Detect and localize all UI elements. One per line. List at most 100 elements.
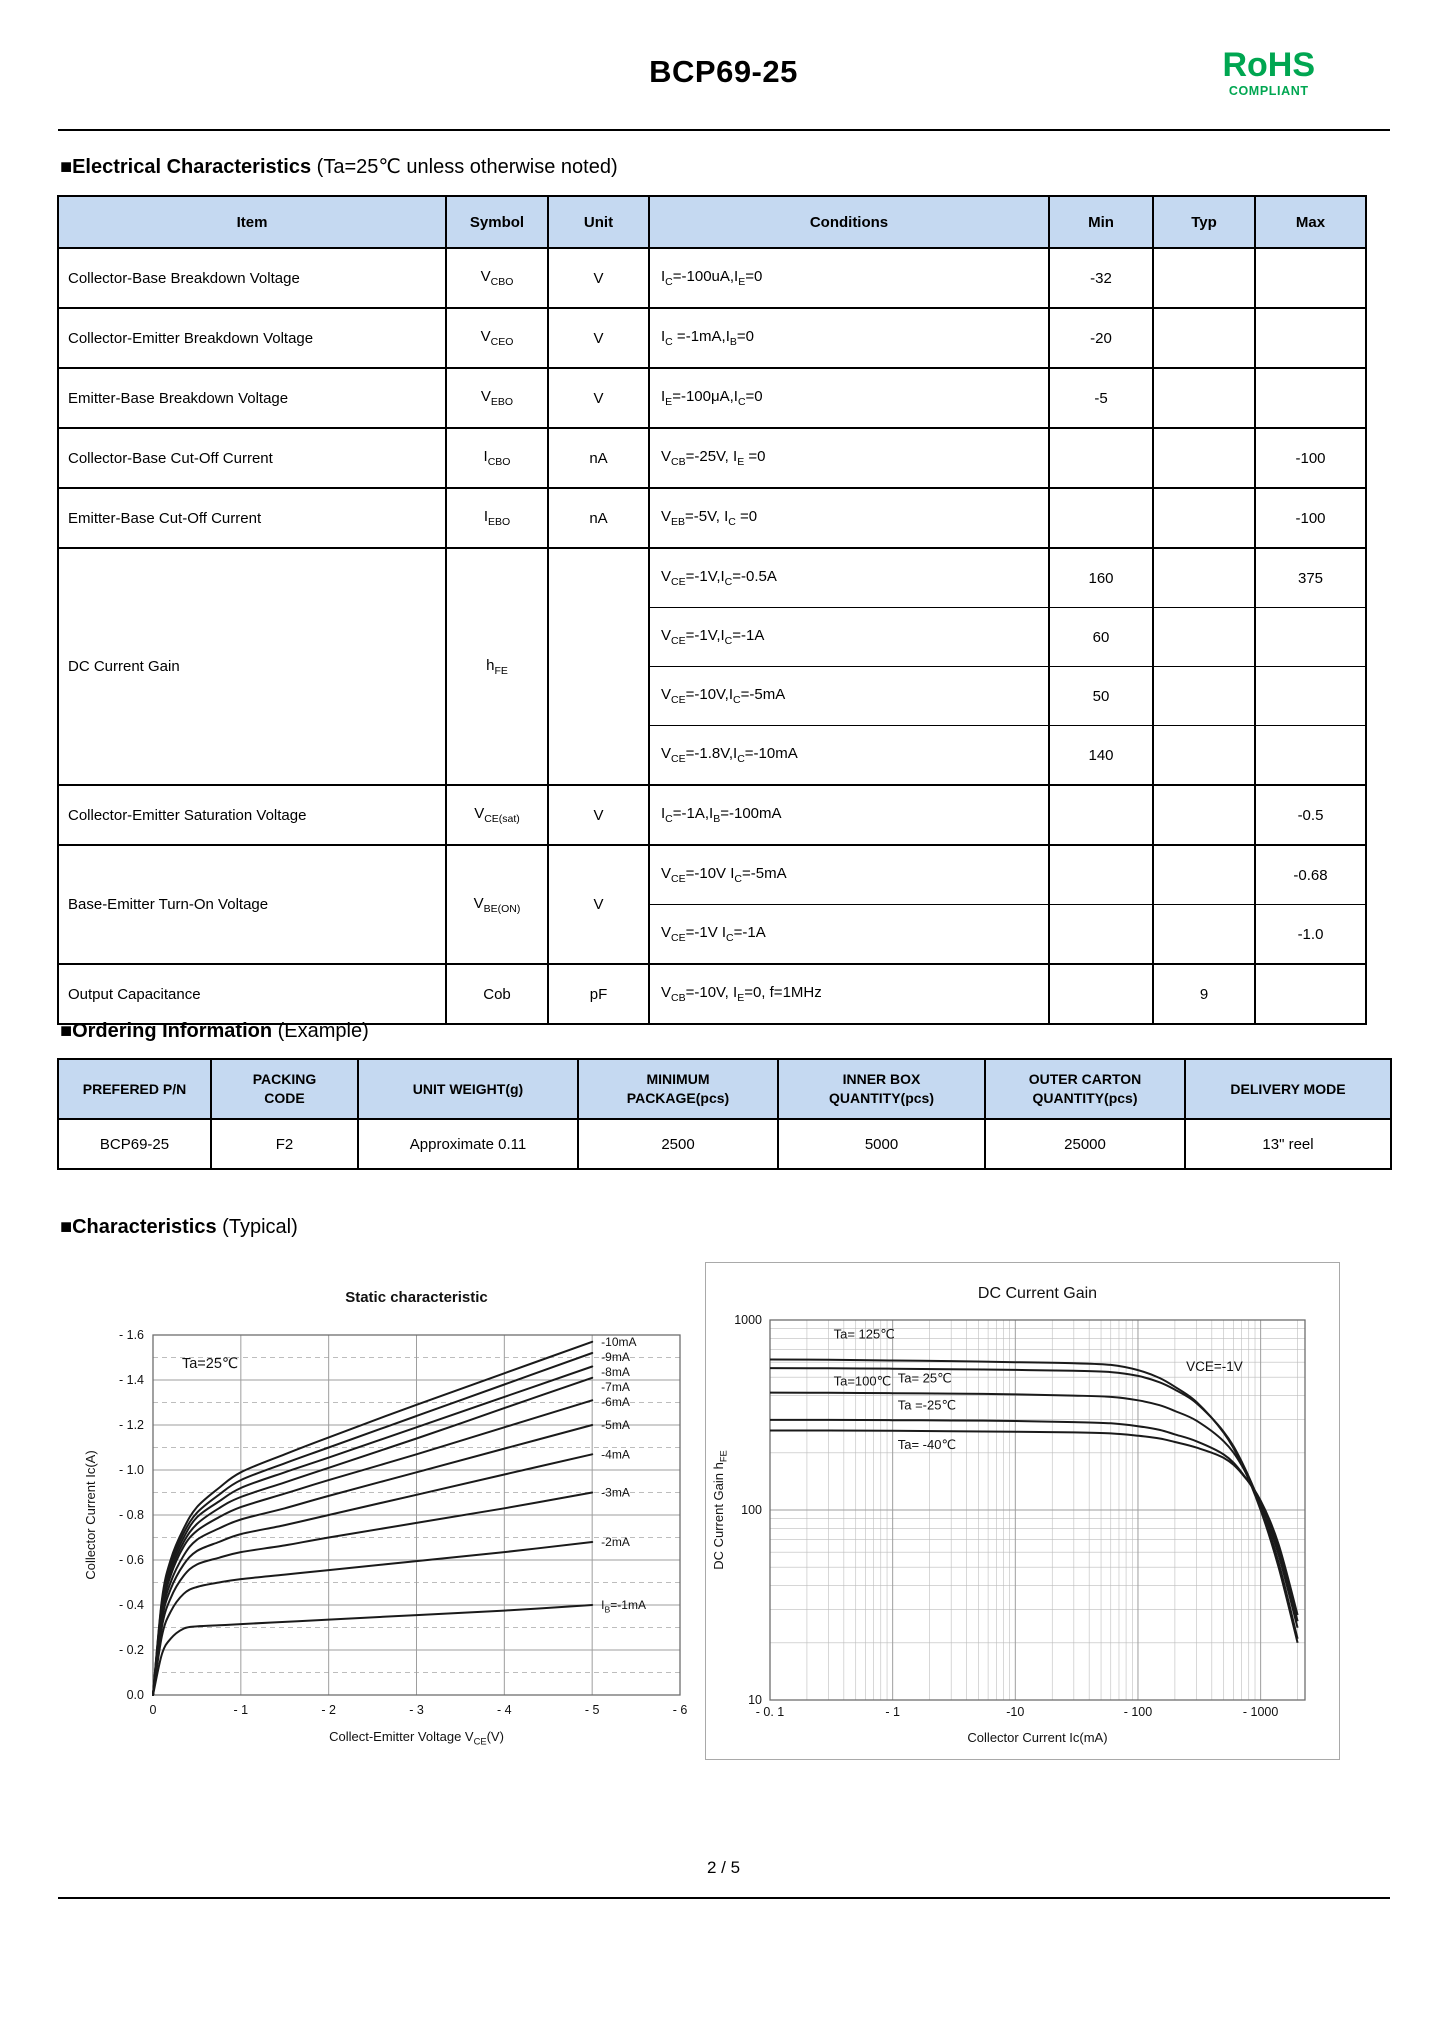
cell-unit-weight: Approximate 0.11: [357, 1118, 579, 1170]
cell-item: Base-Emitter Turn-On Voltage: [57, 844, 447, 965]
cell-unit: V: [547, 247, 650, 309]
cell-max: [1254, 367, 1367, 429]
cell-conditions: VCE=-1V,IC=-1A: [648, 607, 1050, 667]
cell-symbol: VCE(sat): [445, 784, 549, 846]
heading-rest: (Typical): [216, 1216, 298, 1238]
col-header-prefered-pn: PREFERED P/N: [57, 1058, 212, 1120]
static-characteristic-chart: - 1.6 - 1.4 - 1.2 - 1.0 - 0.8 - 0.6 - 0.4 - 0.2…: [83, 1289, 687, 1747]
cell-symbol: VCBO: [445, 247, 549, 309]
table-row: VCE=-1.8V,IC=-10mA 140: [58, 725, 1367, 786]
cell-typ: [1152, 607, 1256, 667]
svg-text:- 4: - 4: [497, 1703, 512, 1717]
col-header-symbol: Symbol: [445, 195, 549, 249]
dc-current-gain-chart: 10 100 1000 - 0. 1 - 1 -10 - 100 - 1000 DC Curre…: [705, 1262, 1340, 1760]
heading-rest: (Example): [272, 1020, 369, 1042]
table-row: Collector-Base Cut-Off Current ICBO nA V…: [57, 427, 1367, 489]
cell-typ: [1152, 666, 1256, 726]
rohs-compliant-text: COMPLIANT: [1228, 84, 1309, 98]
cell-symbol: ICBO: [445, 427, 549, 489]
cell-typ: [1152, 547, 1256, 608]
col-header-typ: Typ: [1152, 195, 1256, 249]
cell-item: DC Current Gain: [57, 547, 447, 786]
cell-min: -5: [1048, 367, 1154, 429]
cell-unit: nA: [547, 427, 650, 489]
cell-part-number: BCP69-25: [57, 1118, 212, 1170]
col-header-max: Max: [1254, 195, 1367, 249]
table-header-row: Item Symbol Unit Conditions Min Typ Max: [57, 195, 1367, 249]
characteristics-heading: ■Characteristics (Typical): [60, 1216, 298, 1239]
cell-conditions: IC=-1A,IB=-100mA: [648, 784, 1050, 846]
cell-typ: [1152, 784, 1256, 846]
table-row: Output Capacitance Cob pF VCB=-10V, IE=0…: [57, 963, 1367, 1025]
cell-typ: [1152, 487, 1256, 549]
rohs-logo: RoHS COMPLIANT: [1222, 48, 1315, 98]
page-number: 2 / 5: [706, 1858, 741, 1877]
svg-text:Ta =-25℃: Ta =-25℃: [898, 1398, 956, 1413]
cell-symbol: VEBO: [445, 367, 549, 429]
svg-text:- 1.0: - 1.0: [119, 1463, 144, 1477]
svg-text:- 5: - 5: [585, 1703, 600, 1717]
cell-typ: [1152, 307, 1256, 369]
col-header-min: Min: [1048, 195, 1154, 249]
cell-typ: 9: [1152, 963, 1256, 1025]
cell-unit: nA: [547, 487, 650, 549]
cell-conditions: VCE=-1.8V,IC=-10mA: [648, 725, 1050, 786]
cell-max: [1254, 607, 1367, 667]
table-row: VCE=-10V,IC=-5mA 50: [58, 666, 1367, 726]
cell-conditions: VCE=-1V IC=-1A: [648, 904, 1050, 965]
table-row: Collector-Emitter Breakdown Voltage VCEO…: [57, 307, 1367, 369]
svg-text:-7mA: -7mA: [601, 1380, 630, 1394]
cell-symbol: VBE(ON): [445, 844, 549, 965]
svg-text:- 1000: - 1000: [1243, 1705, 1278, 1719]
col-header-conditions: Conditions: [648, 195, 1050, 249]
cell-conditions: IC =-1mA,IB=0: [648, 307, 1050, 369]
electrical-characteristics-heading: ■Electrical Characteristics (Ta=25℃ unle…: [60, 154, 618, 179]
footer-rule: [58, 1897, 1390, 1899]
heading-bold: ■Characteristics: [60, 1216, 217, 1238]
svg-text:Collector Current Ic(A): Collector Current Ic(A): [83, 1450, 98, 1579]
cell-item: Output Capacitance: [57, 963, 447, 1025]
cell-min: [1048, 963, 1154, 1025]
svg-text:-2mA: -2mA: [601, 1535, 630, 1549]
col-header-unit: Unit: [547, 195, 650, 249]
svg-text:- 3: - 3: [409, 1703, 424, 1717]
cell-delivery-mode: 13" reel: [1184, 1118, 1392, 1170]
cell-typ: [1152, 725, 1256, 786]
svg-text:- 0.2: - 0.2: [119, 1643, 144, 1657]
heading-rest: (Ta=25℃ unless otherwise noted): [311, 156, 618, 178]
col-header-minimum-package: MINIMUM PACKAGE(pcs): [577, 1058, 779, 1120]
cell-item: Collector-Emitter Breakdown Voltage: [57, 307, 447, 369]
svg-text:Ta= 25℃: Ta= 25℃: [898, 1370, 952, 1385]
svg-text:Collect-Emitter Voltage VCE(V: Collect-Emitter Voltage VCE(V): [329, 1729, 504, 1747]
heading-bold: ■Ordering Information: [60, 1020, 273, 1042]
cell-max: [1254, 666, 1367, 726]
table-row: Collector-Emitter Saturation Voltage VCE…: [57, 784, 1367, 846]
cell-inner-box: 5000: [777, 1118, 986, 1170]
cell-min: [1048, 427, 1154, 489]
cell-min: [1048, 904, 1154, 965]
cell-conditions: VCE=-10V IC=-5mA: [648, 844, 1050, 905]
svg-text:- 100: - 100: [1124, 1705, 1153, 1719]
cell-typ: [1152, 904, 1256, 965]
cell-unit: V: [547, 367, 650, 429]
table-row: Collector-Base Breakdown Voltage VCBO V …: [57, 247, 1367, 309]
ordering-information-table: PREFERED P/N PACKING CODE UNIT WEIGHT(g)…: [57, 1058, 1392, 1170]
cell-unit: V: [547, 784, 650, 846]
svg-text:-10mA: -10mA: [601, 1335, 636, 1349]
cell-conditions: IE=-100μA,IC=0: [648, 367, 1050, 429]
col-header-unit-weight: UNIT WEIGHT(g): [357, 1058, 579, 1120]
cell-max: -1.0: [1254, 904, 1367, 965]
svg-text:DC Current Gain hFE: DC Current Gain hFE: [711, 1450, 729, 1570]
svg-text:VCE=-1V: VCE=-1V: [1186, 1359, 1243, 1374]
table-row: BCP69-25 F2 Approximate 0.11 2500 5000 2…: [57, 1118, 1392, 1170]
cell-max: -0.68: [1254, 844, 1367, 905]
rohs-text: RoHS: [1222, 46, 1315, 84]
svg-text:100: 100: [741, 1503, 762, 1517]
cell-packing-code: F2: [210, 1118, 359, 1170]
cell-min: [1048, 844, 1154, 905]
cell-symbol: IEBO: [445, 487, 549, 549]
svg-text:- 1.2: - 1.2: [119, 1418, 144, 1432]
svg-text:- 0. 1: - 0. 1: [756, 1705, 785, 1719]
cell-typ: [1152, 427, 1256, 489]
